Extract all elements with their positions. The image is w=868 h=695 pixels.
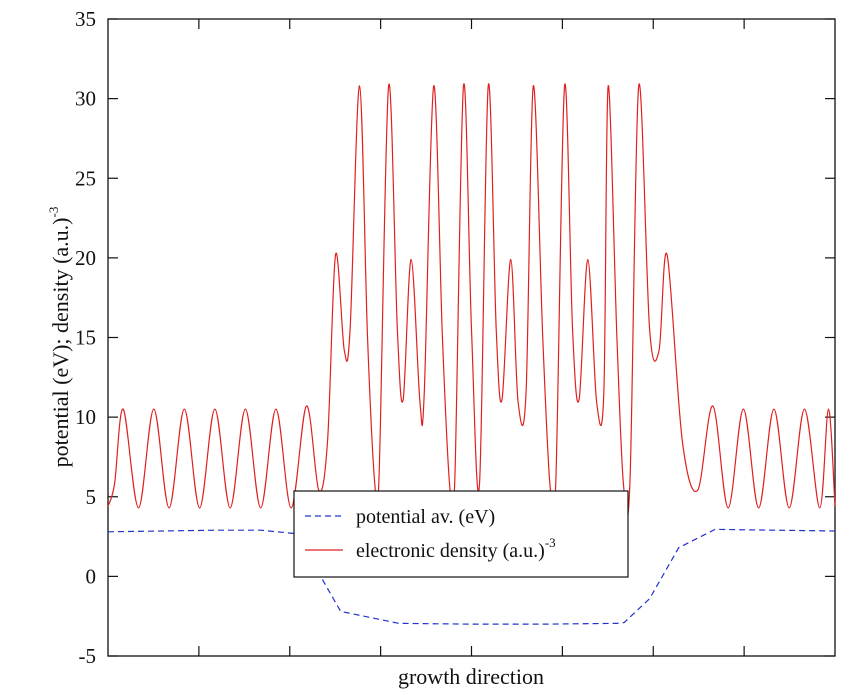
- y-tick-label: 30: [75, 87, 96, 111]
- legend: potential av. (eV) electronic density (a…: [293, 490, 629, 578]
- legend-label-density-text: electronic density (a.u.): [356, 540, 545, 562]
- y-tick-label: 15: [75, 326, 96, 350]
- legend-label-potential: potential av. (eV): [356, 506, 495, 528]
- legend-box: [293, 490, 629, 578]
- axis-ticks: [108, 18, 835, 657]
- y-tick-label: 5: [86, 485, 97, 509]
- series-group: [107, 83, 836, 625]
- y-axis-label-group: potential (eV); density (a.u.)-3: [46, 207, 73, 468]
- series-line-electronic-density-a-u: [107, 83, 836, 519]
- legend-label-density-superscript: -3: [545, 535, 556, 550]
- y-tick-label: 20: [75, 246, 96, 270]
- y-tick-label: 25: [75, 166, 96, 190]
- y-axis-label-text: potential (eV); density (a.u.): [48, 217, 73, 467]
- y-tick-label: 35: [75, 7, 96, 31]
- series-line-potential-av-ev: [107, 528, 836, 625]
- y-axis-label: potential (eV); density (a.u.)-3: [46, 207, 73, 468]
- y-tick-label: -5: [79, 644, 97, 668]
- y-tick-label: 0: [86, 564, 97, 588]
- x-axis-label: growth direction: [398, 664, 544, 689]
- y-tick-label: 10: [75, 405, 96, 429]
- y-tick-labels: -5 0 5 10 15 20 25 30 35: [75, 7, 96, 668]
- legend-label-density: electronic density (a.u.)-3: [356, 535, 556, 562]
- y-axis-label-superscript: -3: [46, 207, 61, 218]
